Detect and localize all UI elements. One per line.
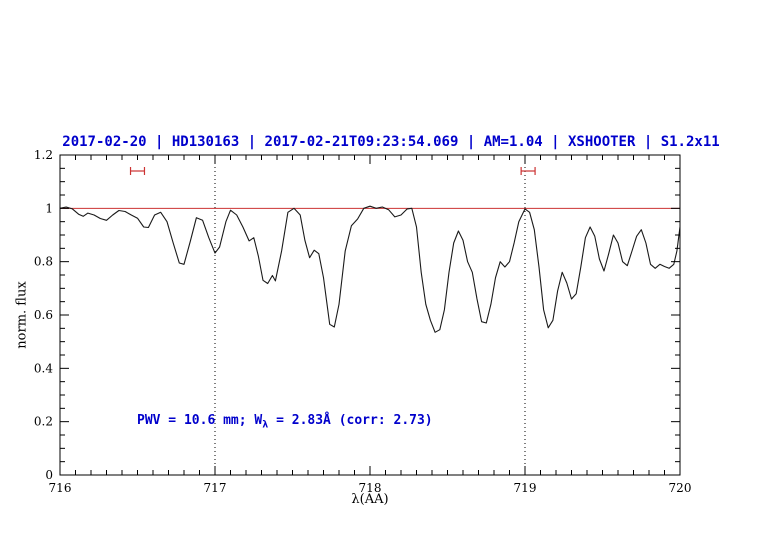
- pwv-annotation-sub: λ: [262, 419, 269, 431]
- svg-text:718: 718: [359, 481, 382, 495]
- svg-text:1.2: 1.2: [34, 148, 53, 162]
- svg-text:0.2: 0.2: [34, 415, 53, 429]
- plot-title: 2017-02-20 | HD130163 | 2017-02-21T09:23…: [62, 134, 720, 150]
- x-axis-label: λ(AA): [351, 492, 389, 507]
- svg-text:0.8: 0.8: [34, 255, 53, 269]
- svg-text:0.6: 0.6: [34, 308, 53, 322]
- svg-text:720: 720: [669, 481, 692, 495]
- svg-text:0: 0: [45, 468, 53, 482]
- pwv-annotation-pre: PWV = 10.6 mm; W: [137, 413, 263, 428]
- pwv-annotation: PWV = 10.6 mm; Wλ = 2.83Å (corr: 2.73): [137, 413, 433, 431]
- svg-text:717: 717: [204, 481, 227, 495]
- svg-text:0.4: 0.4: [34, 361, 53, 375]
- svg-text:716: 716: [49, 481, 72, 495]
- pwv-annotation-post: = 2.83Å (corr: 2.73): [268, 413, 433, 428]
- svg-text:719: 719: [514, 481, 537, 495]
- y-axis-label: norm. flux: [14, 281, 30, 349]
- svg-text:1: 1: [45, 201, 53, 215]
